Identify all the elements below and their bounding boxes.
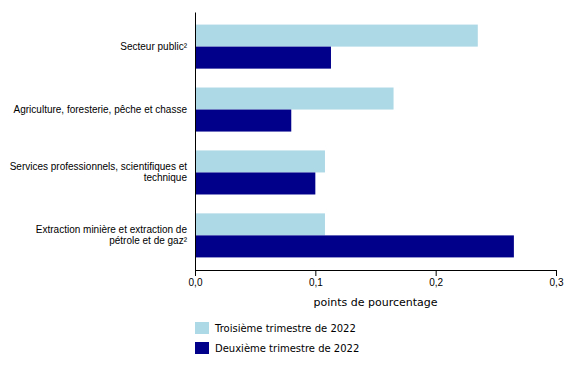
bar (195, 172, 315, 194)
y-tick-label: Extraction minière et extraction depétro… (36, 224, 188, 247)
x-tick-label: 0,1 (309, 277, 323, 288)
x-tick-label: 0,3 (550, 277, 564, 288)
x-tick: 0,3 (550, 270, 564, 288)
y-tick: Secteur public² (120, 41, 187, 52)
legend-swatch (195, 342, 209, 354)
x-tick-label: 0,2 (429, 277, 443, 288)
x-axis-title: points de pourcentage (313, 296, 437, 309)
y-tick-label-line: Secteur public² (120, 41, 187, 52)
y-tick: Agriculture, foresterie, pêche et chasse (14, 104, 188, 115)
y-tick-label: Secteur public² (120, 41, 187, 52)
bar (195, 88, 394, 110)
y-tick-label: Services professionnels, scientifiques e… (10, 161, 188, 184)
bar (195, 47, 331, 69)
x-tick-mark (556, 270, 557, 276)
x-tick: 0,2 (429, 270, 443, 288)
x-tick-label: 0,0 (189, 277, 203, 288)
x-tick-mark (195, 270, 196, 276)
x-tick-mark (315, 270, 316, 276)
bars (195, 25, 514, 258)
bar (195, 25, 478, 47)
x-tick-mark (436, 270, 437, 276)
plot: 0,0 0,1 0,2 0,3 Secteur public² Agriculture, … (10, 13, 564, 310)
legend-label: Deuxième trimestre de 2022 (215, 343, 359, 354)
x-axis: 0,0 0,1 0,2 0,3 (189, 270, 564, 288)
y-tick-label-line: Agriculture, foresterie, pêche et chasse (14, 104, 188, 115)
y-tick-label-line: pétrole et de gaz² (109, 235, 187, 246)
y-tick-label-line: technique (144, 172, 188, 183)
y-axis-line (195, 13, 196, 271)
legend-item: Troisième trimestre de 2022 (195, 322, 356, 334)
y-tick: Extraction minière et extraction depétro… (36, 224, 188, 247)
y-tick-label: Agriculture, foresterie, pêche et chasse (14, 104, 188, 115)
bar (195, 150, 325, 172)
y-axis: Secteur public² Agriculture, foresterie, … (10, 13, 196, 271)
bar (195, 213, 325, 235)
legend-label: Troisième trimestre de 2022 (214, 323, 356, 334)
y-tick-label-line: Extraction minière et extraction de (36, 224, 188, 235)
x-tick: 0,1 (309, 270, 323, 288)
x-tick: 0,0 (189, 270, 203, 288)
legend-item: Deuxième trimestre de 2022 (195, 342, 359, 354)
legend-swatch (195, 322, 209, 334)
y-tick: Services professionnels, scientifiques e… (10, 161, 188, 184)
y-tick-label-line: Services professionnels, scientifiques e… (10, 161, 188, 172)
bar (195, 110, 291, 132)
legend: Troisième trimestre de 2022 Deuxième trim… (195, 322, 359, 354)
x-axis-line (196, 271, 557, 277)
chart: 0,0 0,1 0,2 0,3 Secteur public² Agriculture, … (0, 0, 580, 370)
bar (195, 235, 514, 257)
